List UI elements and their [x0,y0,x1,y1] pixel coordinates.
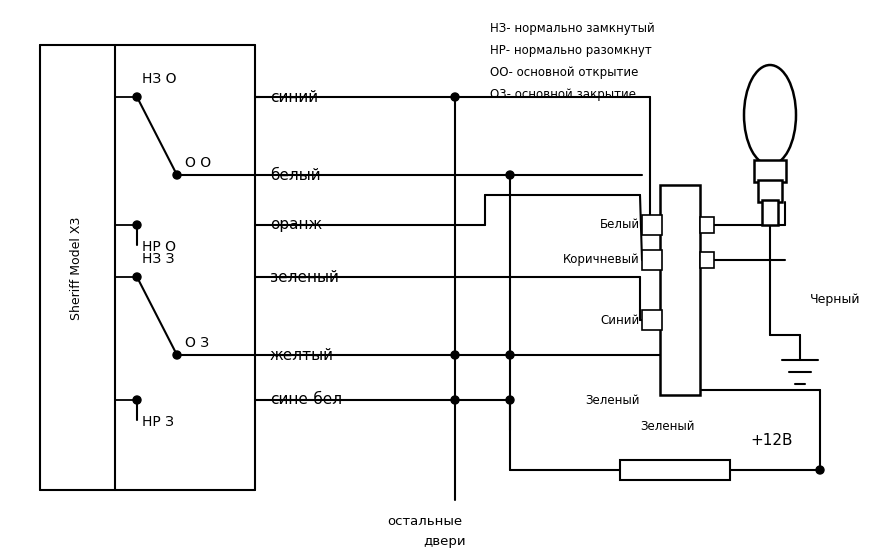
Text: Sheriff Model X3: Sheriff Model X3 [71,217,83,320]
Text: Коричневый: Коричневый [563,253,640,267]
Circle shape [451,351,459,359]
Text: желтый: желтый [270,348,334,363]
Text: оранж: оранж [270,218,323,233]
Circle shape [133,93,141,101]
Circle shape [506,171,514,179]
Text: НЗ- нормально замкнутый: НЗ- нормально замкнутый [490,22,655,35]
FancyBboxPatch shape [758,180,782,202]
Text: НР- нормально разомкнут: НР- нормально разомкнут [490,44,652,57]
Circle shape [451,396,459,404]
Ellipse shape [744,65,796,165]
FancyBboxPatch shape [642,310,662,330]
FancyBboxPatch shape [660,185,700,395]
Text: Синий: Синий [601,314,640,326]
Text: Зеленый: Зеленый [585,393,640,406]
Text: зеленый: зеленый [270,270,339,285]
Circle shape [133,221,141,229]
Text: сине-бел: сине-бел [270,392,342,407]
Circle shape [816,466,824,474]
Text: остальные: остальные [387,515,462,528]
FancyBboxPatch shape [762,200,778,225]
Circle shape [133,396,141,404]
FancyBboxPatch shape [754,160,786,182]
FancyBboxPatch shape [620,460,730,480]
Circle shape [173,351,181,359]
Text: Зеленый: Зеленый [640,420,695,433]
Circle shape [506,351,514,359]
Text: НЗ З: НЗ З [142,252,174,266]
FancyBboxPatch shape [642,250,662,270]
Text: ОО- основной открытие: ОО- основной открытие [490,66,638,79]
Circle shape [451,93,459,101]
FancyBboxPatch shape [700,217,714,233]
Text: Белый: Белый [600,219,640,232]
Text: НЗ О: НЗ О [142,72,177,86]
Text: двери: двери [423,535,467,548]
Circle shape [506,396,514,404]
Text: НР О: НР О [142,240,176,254]
Text: Черный: Черный [810,294,860,306]
FancyBboxPatch shape [642,215,662,235]
Text: О3- основной закрытие: О3- основной закрытие [490,88,636,101]
Circle shape [133,273,141,281]
Text: белый: белый [270,167,321,182]
FancyBboxPatch shape [700,252,714,268]
Text: +12В: +12В [750,433,792,448]
Text: синий: синий [270,89,318,104]
Text: НР З: НР З [142,415,174,429]
Text: О О: О О [185,156,211,170]
Text: О З: О З [185,336,210,350]
Circle shape [173,171,181,179]
